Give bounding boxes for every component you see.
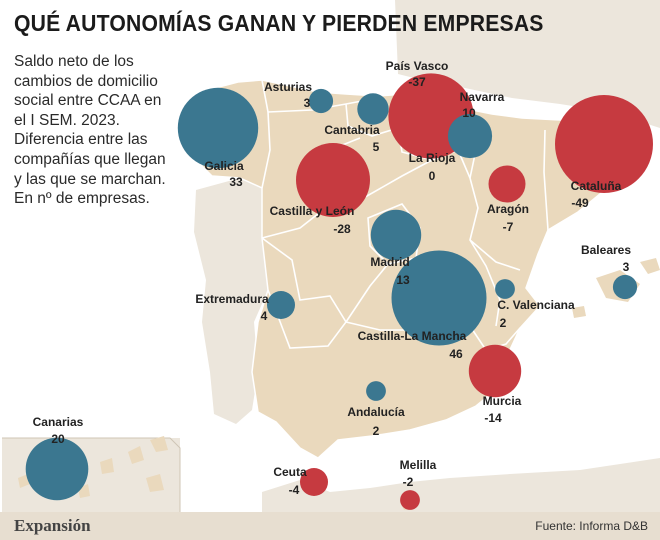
canarias-inset-border <box>2 437 181 512</box>
label-c-valenciana: C. Valenciana 2 <box>497 298 575 330</box>
label-baleares: Baleares 3 <box>581 243 631 274</box>
madrid-name: Madrid <box>370 255 409 269</box>
c-valenciana-name: C. Valenciana <box>497 298 575 312</box>
label-castilla-la-mancha: Castilla-La Mancha 46 <box>358 329 467 361</box>
label-cataluna: Cataluña -49 <box>571 179 622 210</box>
cantabria-value: 5 <box>373 140 380 154</box>
melilla-value: -2 <box>403 475 414 489</box>
murcia-name: Murcia <box>483 394 522 408</box>
navarra-value: 10 <box>462 106 476 120</box>
brand-logo-text: Expansión <box>14 516 91 535</box>
cantabria-name: Cantabria <box>324 123 380 137</box>
cataluna-value: -49 <box>571 196 589 210</box>
pais-vasco-name: País Vasco <box>386 59 449 73</box>
bubble-canarias <box>25 437 89 501</box>
asturias-value: 3 <box>304 96 311 110</box>
madrid-value: 13 <box>396 273 410 287</box>
footer-band <box>0 512 660 540</box>
canarias-name: Canarias <box>33 415 84 429</box>
france-land <box>395 0 660 128</box>
andalucia-value: 2 <box>373 424 380 438</box>
portugal-land <box>194 178 268 424</box>
label-ceuta: Ceuta -4 <box>273 465 307 497</box>
bubbles-layer <box>25 73 653 510</box>
extremadura-value: 4 <box>261 309 268 323</box>
bubble-galicia <box>177 87 259 169</box>
bubble-extremadura <box>267 291 295 319</box>
bubble-madrid <box>370 209 422 261</box>
bubble-andalucia <box>366 381 386 401</box>
bubble-asturias <box>308 88 334 114</box>
bubble-ceuta <box>300 468 328 496</box>
murcia-value: -14 <box>484 411 502 425</box>
label-melilla: Melilla -2 <box>400 458 437 489</box>
castilla-la-mancha-name: Castilla-La Mancha <box>358 329 467 343</box>
bubble-castilla-la-mancha <box>391 250 487 346</box>
asturias-name: Asturias <box>264 80 312 94</box>
label-andalucia: Andalucía 2 <box>347 405 405 438</box>
bubble-c-valenciana <box>495 279 515 299</box>
galicia-value: 33 <box>229 175 243 189</box>
baleares-name: Baleares <box>581 243 631 257</box>
bubble-baleares <box>612 274 638 300</box>
extremadura-name: Extremadura <box>195 292 269 306</box>
galicia-name: Galicia <box>204 159 244 173</box>
label-navarra: Navarra 10 <box>460 90 505 120</box>
la-rioja-name: La Rioja <box>409 151 456 165</box>
source-note: Fuente: Informa D&B <box>535 519 648 533</box>
label-cantabria: Cantabria 5 <box>324 123 380 154</box>
label-asturias: Asturias 3 <box>264 80 312 110</box>
castilla-y-leon-name: Castilla y León <box>270 204 355 218</box>
label-madrid: Madrid 13 <box>370 255 410 287</box>
label-la-rioja: La Rioja 0 <box>409 151 456 183</box>
bubble-murcia <box>468 344 522 398</box>
label-canarias: Canarias 20 <box>33 415 84 446</box>
bubble-navarra <box>447 113 493 159</box>
baleares-value: 3 <box>623 260 630 274</box>
page-title: QUÉ AUTONOMÍAS GANAN Y PIERDEN EMPRESAS <box>14 10 544 36</box>
label-castilla-y-leon: Castilla y León -28 <box>270 204 355 236</box>
melilla-name: Melilla <box>400 458 437 472</box>
navarra-name: Navarra <box>460 90 505 104</box>
label-murcia: Murcia -14 <box>483 394 522 425</box>
ceuta-value: -4 <box>289 483 300 497</box>
bubble-cataluna <box>555 95 653 193</box>
la-rioja-value: 0 <box>429 169 436 183</box>
cataluna-name: Cataluña <box>571 179 622 193</box>
label-aragon: Aragón -7 <box>487 202 529 234</box>
ceuta-name: Ceuta <box>273 465 307 479</box>
bubble-aragon <box>488 165 526 203</box>
castilla-y-leon-value: -28 <box>333 222 351 236</box>
c-valenciana-value: 2 <box>500 316 507 330</box>
label-galicia: Galicia 33 <box>204 159 244 189</box>
aragon-name: Aragón <box>487 202 529 216</box>
label-pais-vasco: País Vasco -37 <box>386 59 449 89</box>
canarias-value: 20 <box>51 432 65 446</box>
andalucia-name: Andalucía <box>347 405 405 419</box>
bubble-melilla <box>400 490 420 510</box>
castilla-la-mancha-value: 46 <box>449 347 463 361</box>
label-extremadura: Extremadura 4 <box>195 292 269 323</box>
pais-vasco-value: -37 <box>408 75 426 89</box>
bubble-cantabria <box>357 93 389 125</box>
bubble-castilla-y-leon <box>296 143 370 217</box>
aragon-value: -7 <box>503 220 514 234</box>
page-subtitle: Saldo neto de los cambios de domicilio s… <box>14 53 166 208</box>
